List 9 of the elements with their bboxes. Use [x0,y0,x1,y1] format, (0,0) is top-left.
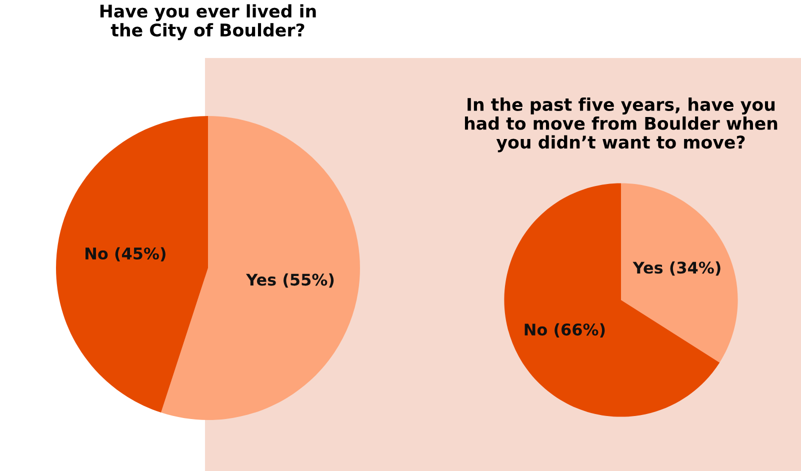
slice-label: Yes (55%) [246,273,334,288]
pie-slice [504,183,720,417]
slice-label: No (66%) [524,323,605,338]
pie-slice [56,116,208,413]
chart-title: Have you ever lived in the City of Boulder? [100,4,316,40]
slice-label: Yes (34%) [632,261,720,276]
pie-slice [621,183,738,363]
chart-title: In the past five years, have you had to move from Boulder when you didn’t want to move? [464,98,778,152]
slice-label: No (45%) [86,247,166,262]
